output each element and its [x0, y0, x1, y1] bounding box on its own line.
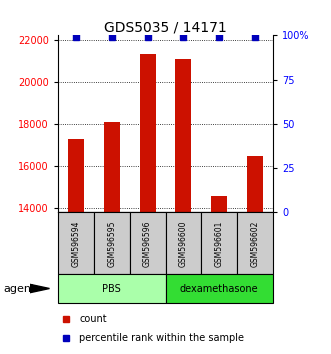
Bar	[211, 195, 227, 212]
Bar	[175, 58, 192, 212]
Text: GSM596595: GSM596595	[107, 220, 116, 267]
Text: GSM596601: GSM596601	[215, 220, 224, 267]
Text: PBS: PBS	[102, 284, 121, 293]
Bar	[68, 139, 84, 212]
Text: GSM596596: GSM596596	[143, 220, 152, 267]
Bar	[247, 155, 263, 212]
Bar	[58, 274, 166, 303]
Polygon shape	[30, 284, 50, 293]
Text: GSM596602: GSM596602	[251, 220, 260, 267]
Text: GSM596594: GSM596594	[71, 220, 80, 267]
Text: dexamethasone: dexamethasone	[180, 284, 259, 293]
Text: count: count	[79, 314, 107, 324]
Bar	[139, 55, 156, 212]
Bar	[58, 212, 94, 274]
Bar	[237, 212, 273, 274]
Bar	[166, 212, 201, 274]
Bar	[104, 122, 120, 212]
Bar	[94, 212, 130, 274]
Bar	[166, 274, 273, 303]
Bar	[130, 212, 166, 274]
Title: GDS5035 / 14171: GDS5035 / 14171	[104, 20, 227, 34]
Text: percentile rank within the sample: percentile rank within the sample	[79, 333, 244, 343]
Text: agent: agent	[3, 284, 36, 293]
Bar	[201, 212, 237, 274]
Text: GSM596600: GSM596600	[179, 220, 188, 267]
